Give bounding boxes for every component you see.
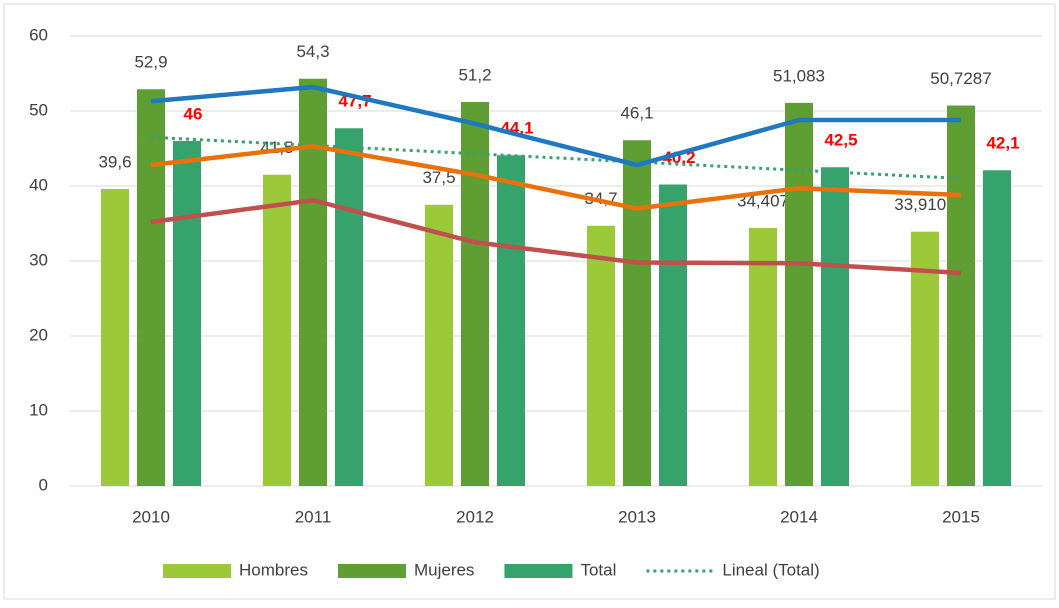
bar xyxy=(263,174,291,486)
y-tick-label: 30 xyxy=(29,250,48,269)
data-label: 39,6 xyxy=(98,152,131,171)
y-tick-label: 40 xyxy=(29,175,48,194)
data-label: 42,5 xyxy=(824,131,857,150)
legend-swatch xyxy=(504,564,573,578)
bar xyxy=(101,189,129,486)
data-label: 37,5 xyxy=(422,168,455,187)
data-label: 51,083 xyxy=(773,66,825,85)
bar xyxy=(623,140,651,486)
legend-label: Lineal (Total) xyxy=(722,560,819,579)
data-label: 52,9 xyxy=(134,53,167,72)
legend-label: Total xyxy=(580,560,616,579)
bar xyxy=(983,170,1011,486)
legend-label: Mujeres xyxy=(414,560,474,579)
bar xyxy=(173,141,201,486)
data-label: 51,2 xyxy=(458,65,491,84)
data-label: 54,3 xyxy=(296,42,329,61)
bar xyxy=(749,227,777,486)
bar xyxy=(659,184,687,486)
line xyxy=(150,197,962,276)
legend-swatch xyxy=(163,564,231,578)
x-tick-label: 2010 xyxy=(132,507,170,526)
y-tick-label: 60 xyxy=(29,25,48,44)
x-tick-label: 2011 xyxy=(295,507,332,526)
x-tick-label: 2012 xyxy=(456,507,494,526)
bar xyxy=(587,225,615,486)
line xyxy=(150,84,961,168)
y-tick-label: 50 xyxy=(29,100,48,119)
data-label: 42,1 xyxy=(986,134,1019,153)
y-tick-label: 0 xyxy=(39,475,48,494)
bar xyxy=(785,102,813,486)
bar xyxy=(911,231,939,486)
data-label: 33,9102 xyxy=(894,195,955,214)
bar xyxy=(335,128,363,486)
y-tick-label: 10 xyxy=(29,400,48,419)
data-label: 46 xyxy=(184,104,203,123)
legend-swatch xyxy=(337,564,406,578)
data-label: 50,7287 xyxy=(930,69,991,88)
bar xyxy=(299,78,327,486)
bar xyxy=(497,155,525,486)
bar xyxy=(947,105,975,486)
bar xyxy=(137,89,165,486)
y-tick-label: 20 xyxy=(29,325,48,344)
x-tick-label: 2014 xyxy=(780,507,818,526)
legend-label: Hombres xyxy=(239,560,308,579)
trend-line xyxy=(150,135,962,180)
x-tick-label: 2015 xyxy=(942,507,980,526)
bar xyxy=(461,102,489,486)
x-tick-label: 2013 xyxy=(618,507,656,526)
data-label: 46,1 xyxy=(620,104,653,123)
bar xyxy=(821,167,849,486)
line xyxy=(150,143,962,211)
bar xyxy=(425,204,453,486)
